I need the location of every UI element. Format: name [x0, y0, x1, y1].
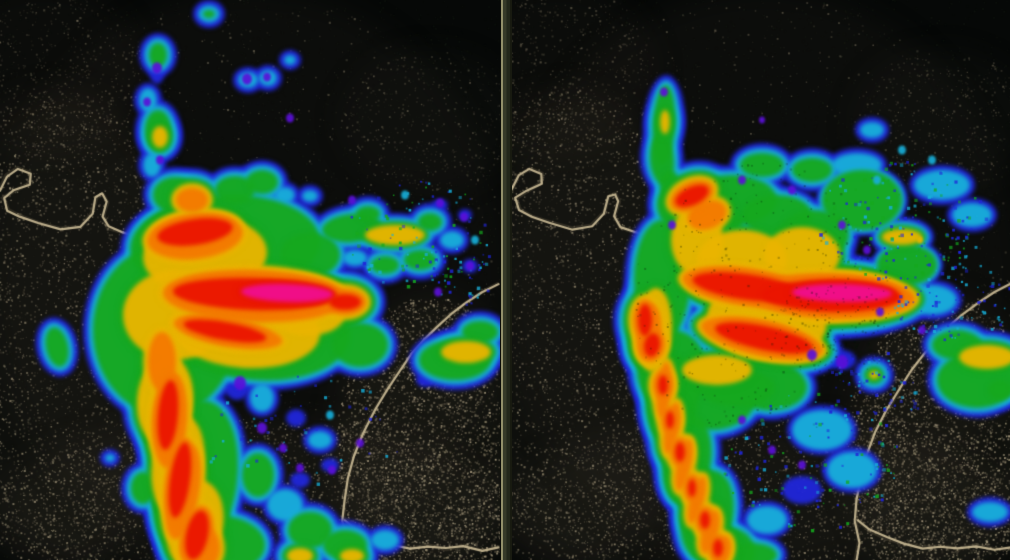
comparison-divider-handle[interactable] — [500, 0, 512, 560]
radar-image-left — [0, 0, 500, 560]
radar-panel-left — [0, 0, 500, 560]
radar-panel-right — [512, 0, 1010, 560]
radar-image-right — [512, 0, 1010, 560]
